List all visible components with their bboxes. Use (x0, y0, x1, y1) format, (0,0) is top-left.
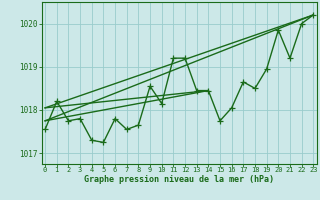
X-axis label: Graphe pression niveau de la mer (hPa): Graphe pression niveau de la mer (hPa) (84, 175, 274, 184)
